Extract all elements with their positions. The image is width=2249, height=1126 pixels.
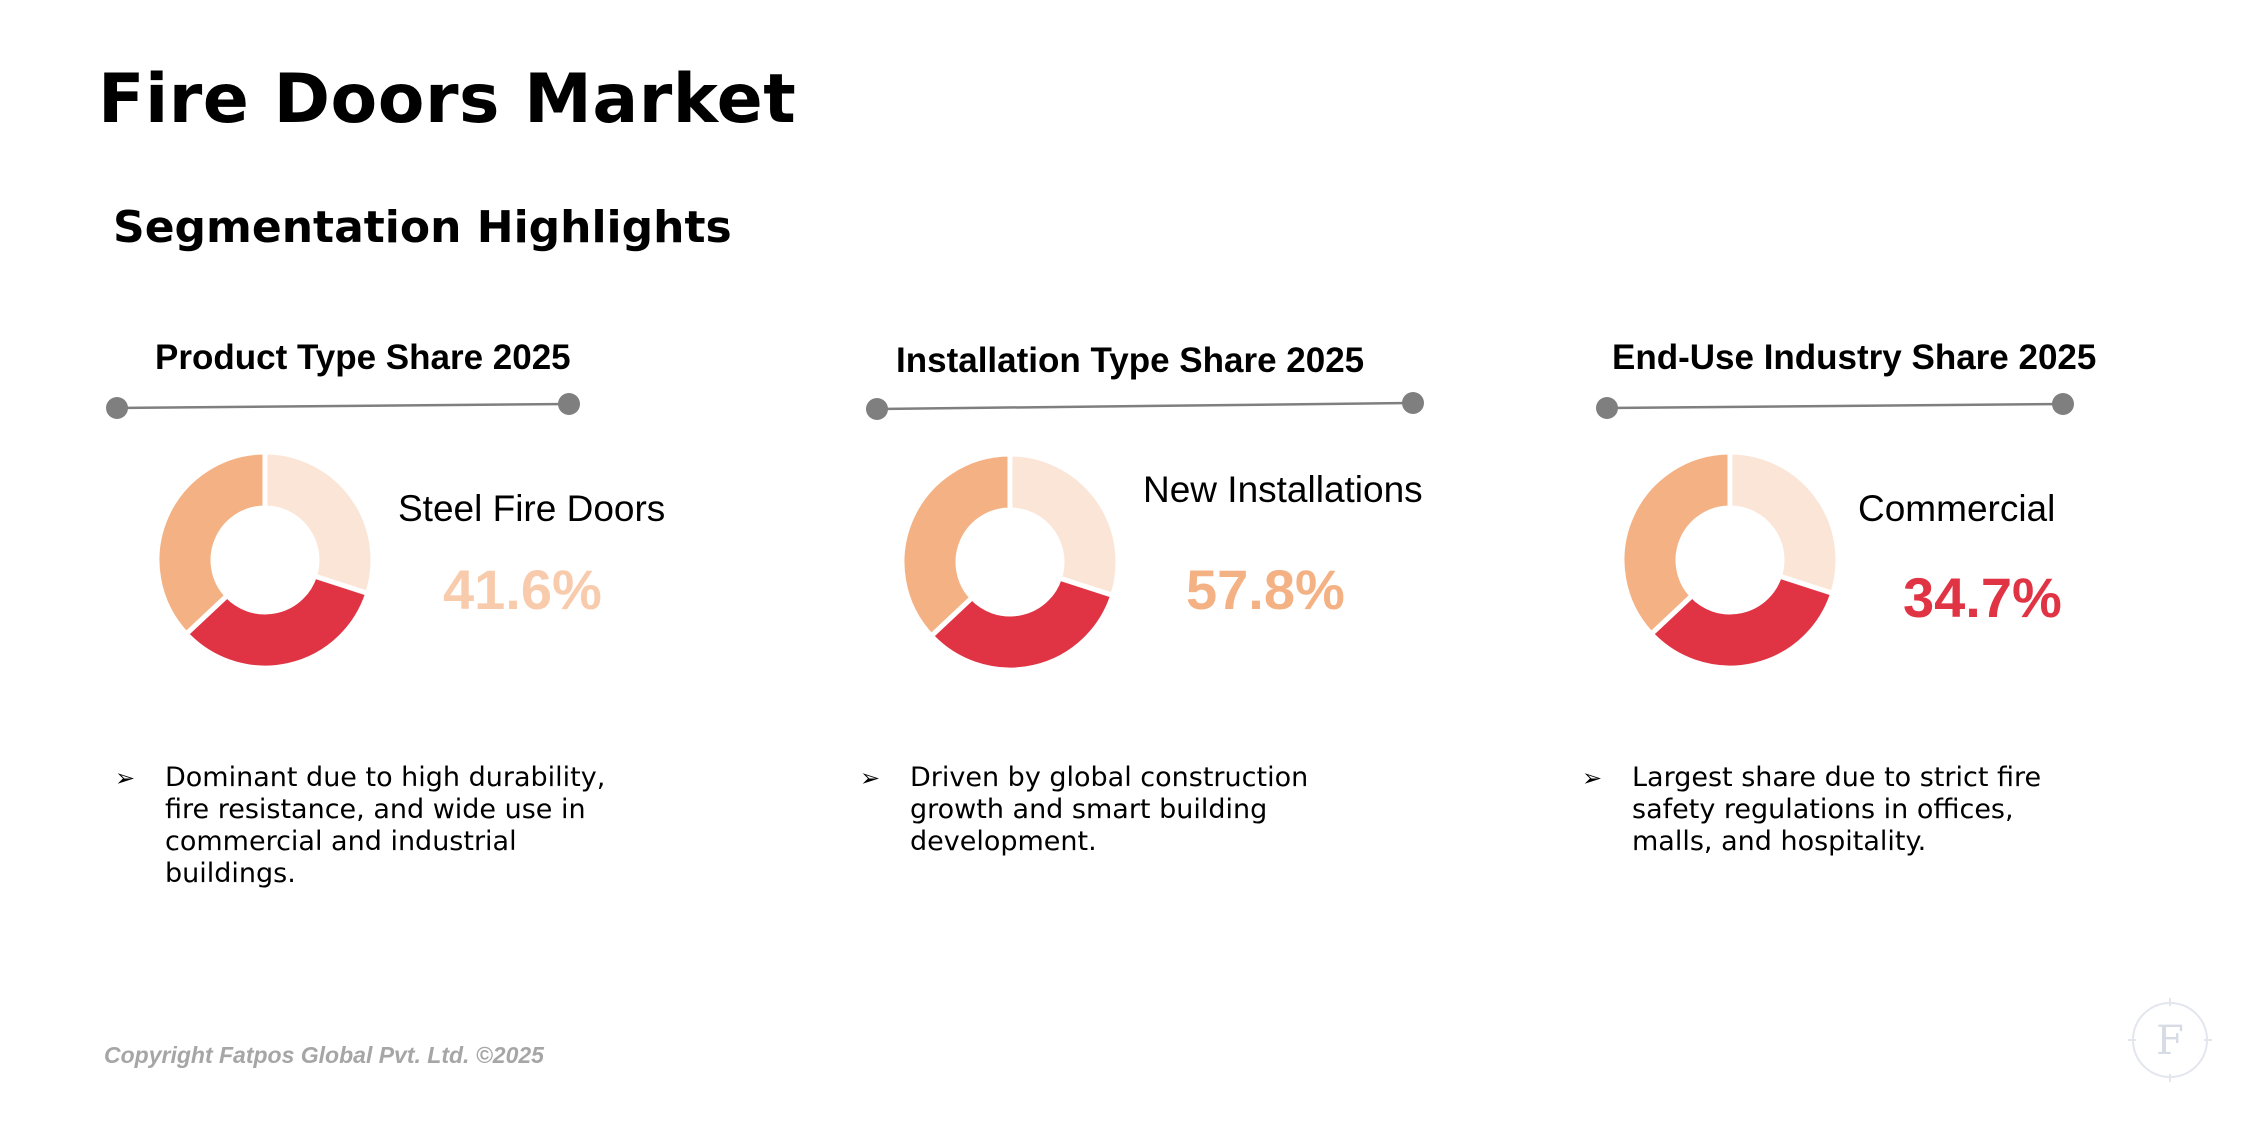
donut-segment-2 bbox=[182, 572, 371, 671]
donut-chart bbox=[899, 451, 1121, 673]
page-title: Fire Doors Market bbox=[98, 60, 797, 139]
connector-dot-left bbox=[866, 398, 888, 420]
connector-dot-left bbox=[1596, 397, 1618, 419]
bullet-item: ➢ Driven by global construction growth a… bbox=[860, 762, 1355, 858]
donut-chart bbox=[1619, 449, 1841, 671]
bullet-text: Driven by global construction growth and… bbox=[910, 762, 1309, 857]
logo-letter: F bbox=[2156, 1018, 2184, 1064]
product-type-panel: Product Type Share 2025 Steel Fire Doors… bbox=[100, 330, 820, 930]
chart-title: Installation Type Share 2025 bbox=[896, 341, 1365, 380]
section-title: Segmentation Highlights bbox=[113, 202, 732, 253]
highlight-value: 34.7% bbox=[1903, 566, 2062, 629]
connector-dot-right bbox=[558, 393, 580, 415]
connector-dot-right bbox=[2052, 393, 2074, 415]
connector-line bbox=[1606, 402, 2064, 410]
bullet-item: ➢ Dominant due to high durability, fire … bbox=[115, 762, 610, 890]
chart-title: End-Use Industry Share 2025 bbox=[1612, 338, 2097, 377]
donut-segment-2 bbox=[927, 574, 1116, 673]
donut-segment-1 bbox=[1007, 451, 1121, 599]
bullet-text: Dominant due to high durability, fire re… bbox=[165, 762, 606, 889]
arrow-bullet-icon: ➢ bbox=[115, 764, 136, 792]
bullet-text: Largest share due to strict fire safety … bbox=[1632, 762, 2042, 857]
end-use-industry-panel: End-Use Industry Share 2025 Commercial 3… bbox=[1582, 330, 2249, 930]
arrow-bullet-icon: ➢ bbox=[860, 764, 881, 792]
title-connector bbox=[1596, 393, 2074, 419]
connector-line bbox=[876, 401, 1414, 411]
connector-dot-left bbox=[106, 397, 128, 419]
bullet-list: ➢ Dominant due to high durability, fire … bbox=[115, 762, 610, 890]
highlight-label: Steel Fire Doors bbox=[398, 488, 666, 529]
title-connector bbox=[106, 393, 580, 419]
installation-type-panel: Installation Type Share 2025 New Install… bbox=[860, 330, 1580, 930]
donut-segment-1 bbox=[1727, 449, 1841, 597]
highlight-value: 57.8% bbox=[1186, 558, 1345, 621]
donut-chart bbox=[154, 449, 376, 671]
bullet-list: ➢ Largest share due to strict fire safet… bbox=[1582, 762, 2077, 858]
chart-title: Product Type Share 2025 bbox=[155, 338, 571, 377]
connector-line bbox=[116, 402, 570, 410]
bullet-list: ➢ Driven by global construction growth a… bbox=[860, 762, 1355, 858]
donut-segment-3 bbox=[154, 449, 268, 638]
connector-dot-right bbox=[1402, 392, 1424, 414]
arrow-bullet-icon: ➢ bbox=[1582, 764, 1603, 792]
bullet-item: ➢ Largest share due to strict fire safet… bbox=[1582, 762, 2077, 858]
highlight-value: 41.6% bbox=[443, 558, 602, 621]
copyright-text: Copyright Fatpos Global Pvt. Ltd. ©2025 bbox=[104, 1042, 544, 1068]
title-connector bbox=[866, 392, 1424, 420]
brand-logo: F bbox=[2128, 998, 2212, 1082]
donut-segment-3 bbox=[899, 451, 1013, 640]
donut-segment-1 bbox=[262, 449, 376, 597]
donut-segment-2 bbox=[1647, 572, 1836, 671]
donut-segment-3 bbox=[1619, 449, 1733, 638]
highlight-label: Commercial bbox=[1858, 488, 2056, 529]
highlight-label: New Installations bbox=[1143, 469, 1423, 510]
